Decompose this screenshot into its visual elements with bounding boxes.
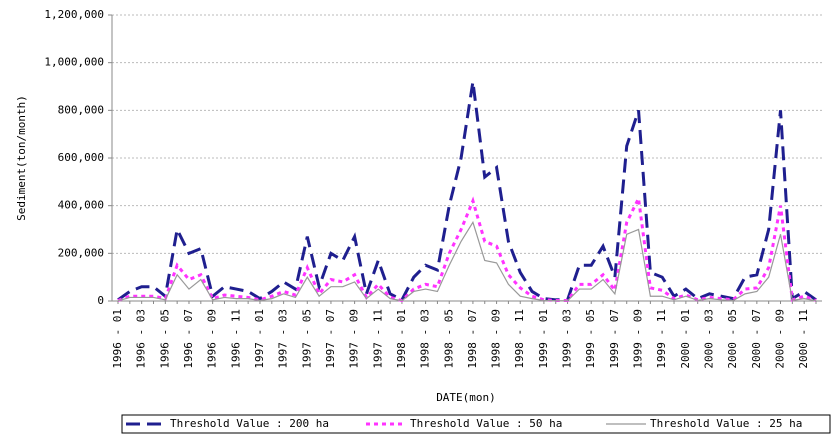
y-tick-label: 200,000 [58,246,104,259]
x-tick-label: 1996 - 11 [229,309,242,369]
x-tick-label: 1996 - 03 [135,309,148,369]
x-tick-label: 1996 - 01 [111,309,124,369]
x-tick-label: 1999 - 01 [537,309,550,369]
legend-label: Threshold Value : 200 ha [170,417,329,430]
x-tick-label: 1999 - 03 [561,309,574,369]
y-tick-label: 800,000 [58,103,104,116]
legend-box [121,414,831,434]
x-tick-label: 1998 - 09 [490,309,503,369]
x-tick-label: 1996 - 07 [182,309,195,369]
x-tick-label: 1999 - 11 [655,309,668,369]
y-tick-label: 600,000 [58,151,104,164]
y-tick-label: 1,200,000 [44,8,104,21]
x-tick-label: 1999 - 05 [584,309,597,369]
x-tick-label: 2000 - 11 [797,309,810,369]
y-tick-label: 1,000,000 [44,56,104,69]
x-tick-label: 2000 - 01 [679,309,692,369]
x-tick-label: 2000 - 05 [726,309,739,369]
x-tick-label: 2000 - 09 [774,309,787,369]
x-tick-label: 1998 - 03 [419,309,432,369]
x-tick-label: 1998 - 07 [466,309,479,369]
y-axis-title: Sediment(ton/month) [15,95,28,221]
x-tick-label: 2000 - 03 [703,309,716,369]
legend-label: Threshold Value : 50 ha [410,417,562,430]
x-tick-label: 1998 - 01 [395,309,408,369]
x-axis-title: DATE(mon) [436,391,496,404]
x-tick-label: 1996 - 05 [158,309,171,369]
x-tick-label: 1996 - 09 [206,309,219,369]
x-tick-label: 1997 - 01 [253,309,266,369]
legend-label: Threshold Value : 25 ha [650,417,802,430]
x-tick-label: 1997 - 09 [348,309,361,369]
x-tick-label: 1999 - 07 [608,309,621,369]
y-tick-label: 0 [97,294,104,307]
series-line [117,193,817,303]
y-tick-label: 400,000 [58,199,104,212]
x-tick-label: 1997 - 03 [277,309,290,369]
series-line [117,220,817,302]
x-tick-label: 1998 - 11 [513,309,526,369]
x-tick-label: 1997 - 07 [324,309,337,369]
x-tick-label: 1997 - 11 [371,309,384,369]
x-tick-label: 1999 - 09 [632,309,645,369]
x-tick-label: 1997 - 05 [300,309,313,369]
x-tick-label: 2000 - 07 [750,309,763,369]
series-line [117,81,817,302]
x-tick-label: 1998 - 05 [442,309,455,369]
